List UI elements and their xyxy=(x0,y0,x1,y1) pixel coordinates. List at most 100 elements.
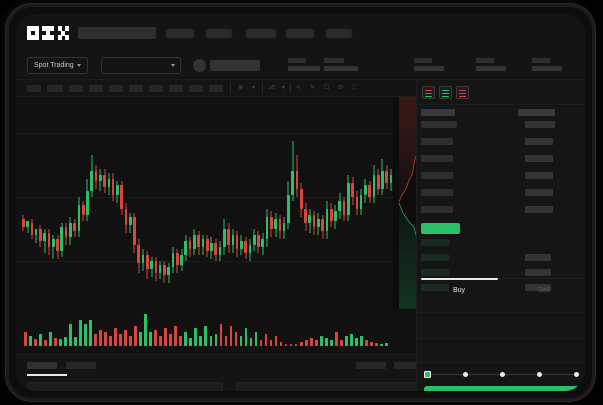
orderbook-sell-icon[interactable] xyxy=(456,86,469,99)
indicator-icon[interactable]: ≣ xyxy=(238,85,244,91)
orderbook-buy-price[interactable] xyxy=(525,254,551,261)
chevron-down-icon[interactable]: ▾ xyxy=(282,85,286,91)
volume-bar xyxy=(64,337,67,346)
bottom-panel-0[interactable] xyxy=(27,382,223,391)
toolbar-item-6[interactable] xyxy=(149,85,163,92)
orderbook-sell-amount[interactable] xyxy=(421,121,457,128)
orderbook-buy-price[interactable] xyxy=(525,269,551,276)
stat-label xyxy=(324,58,344,63)
candle xyxy=(94,97,98,309)
candle-body xyxy=(171,253,175,267)
orderbook-buy-icon[interactable] xyxy=(439,86,452,99)
okx-logo-icon[interactable] xyxy=(27,26,70,41)
orderbook-sell-price[interactable] xyxy=(525,172,553,179)
candle xyxy=(56,97,59,309)
slider-node-50[interactable] xyxy=(499,371,505,377)
orderbook-sell-price[interactable] xyxy=(525,189,553,196)
toolbar-item-9[interactable] xyxy=(209,85,223,92)
volume-bar xyxy=(294,344,298,346)
chart-toolbar[interactable]: ≣ ▾ ⎇ ▾ ∿ ✎ ☐ ⊙ ⛶ xyxy=(16,80,416,97)
bottom-right-tab-0[interactable] xyxy=(356,362,386,369)
toolbar-item-7[interactable] xyxy=(169,85,183,92)
stat-label xyxy=(414,58,432,63)
candle xyxy=(346,97,350,309)
slider-node-75[interactable] xyxy=(536,371,542,377)
volume-bar xyxy=(169,334,173,346)
orderbook-sell-amount[interactable] xyxy=(421,172,453,179)
candle-body xyxy=(291,171,295,195)
pair-select-dropdown[interactable] xyxy=(101,57,181,74)
orderbook-sell-amount[interactable] xyxy=(421,155,453,162)
toolbar-item-8[interactable] xyxy=(189,85,203,92)
orderbook-sell-price[interactable] xyxy=(525,206,553,213)
candlestick-chart[interactable] xyxy=(16,97,416,309)
bottom-tab-0[interactable] xyxy=(27,362,57,369)
search-input[interactable] xyxy=(78,27,156,39)
tab-buy[interactable]: Buy xyxy=(417,278,501,301)
nav-item-2[interactable] xyxy=(246,29,276,38)
slider-handle[interactable] xyxy=(424,370,431,378)
orderbook-buy-amount[interactable] xyxy=(421,269,449,276)
volume-bar xyxy=(299,342,303,346)
fullscreen-icon[interactable]: ⛶ xyxy=(352,85,357,91)
nav-item-4[interactable] xyxy=(326,29,352,38)
line-tool-icon[interactable]: ∿ xyxy=(296,85,302,91)
candle-body xyxy=(81,205,85,215)
chart-gridline xyxy=(16,197,416,198)
orderbook-icon-line xyxy=(459,95,466,97)
toolbar-item-4[interactable] xyxy=(109,85,123,92)
bottom-tab-1[interactable] xyxy=(66,362,96,369)
candle xyxy=(103,97,106,309)
candle-body xyxy=(282,223,286,231)
bottom-panel-1[interactable] xyxy=(236,382,432,391)
volume-bar xyxy=(24,332,27,346)
orderbook-buy-amount[interactable] xyxy=(421,284,449,291)
orderbook-buy-price[interactable] xyxy=(525,284,551,291)
chevron-down-icon[interactable]: ▾ xyxy=(252,85,256,91)
candle xyxy=(227,97,230,309)
settings-icon[interactable]: ⊙ xyxy=(338,85,344,91)
slider-node-25[interactable] xyxy=(462,371,468,377)
volume-bar xyxy=(89,320,92,346)
percent-slider[interactable] xyxy=(424,370,579,378)
nav-item-0[interactable] xyxy=(166,29,194,38)
volume-bar xyxy=(359,336,363,346)
orderbook-sell-price[interactable] xyxy=(525,155,553,162)
trading-mode-dropdown[interactable]: Spot Trading xyxy=(27,57,88,74)
nav-item-1[interactable] xyxy=(206,29,232,38)
market-stat-2 xyxy=(414,58,444,71)
compare-icon[interactable]: ⎇ xyxy=(268,85,275,91)
nav-item-3[interactable] xyxy=(286,29,314,38)
pencil-icon[interactable]: ✎ xyxy=(310,85,316,91)
orderbook-sell-amount[interactable] xyxy=(421,138,453,145)
orderbook-sell-price[interactable] xyxy=(525,138,553,145)
candle xyxy=(257,97,260,309)
camera-icon[interactable]: ☐ xyxy=(324,85,330,91)
toolbar-item-3[interactable] xyxy=(89,85,103,92)
tab-sell[interactable]: Sell xyxy=(502,279,585,301)
orderbook-sell-amount[interactable] xyxy=(421,206,453,213)
volume-bar xyxy=(79,320,82,346)
orderbook-both-icon[interactable] xyxy=(422,86,435,99)
orderbook-sell-amount[interactable] xyxy=(421,189,453,196)
candle xyxy=(107,97,111,309)
toolbar-item-5[interactable] xyxy=(129,85,143,92)
orderbook-buy-amount[interactable] xyxy=(421,254,449,261)
candle-body xyxy=(270,217,273,229)
candle-body xyxy=(107,179,111,187)
orderbook-buy-amount[interactable] xyxy=(421,239,449,246)
bottom-right-tab-1[interactable] xyxy=(394,362,424,369)
toolbar-item-0[interactable] xyxy=(27,85,41,92)
toolbar-item-2[interactable] xyxy=(69,85,83,92)
candle xyxy=(188,97,192,309)
candle-body xyxy=(218,247,222,255)
orderbook-list[interactable] xyxy=(417,104,585,291)
submit-buy-button[interactable] xyxy=(424,386,579,391)
orderbook-sell-price[interactable] xyxy=(525,121,555,128)
active-tab-indicator xyxy=(421,278,498,280)
candle-body xyxy=(222,229,226,247)
toolbar-item-1[interactable] xyxy=(47,85,63,92)
orderbook-highlight-row[interactable] xyxy=(421,223,460,234)
candle-body xyxy=(146,255,149,269)
slider-node-100[interactable] xyxy=(573,371,579,377)
